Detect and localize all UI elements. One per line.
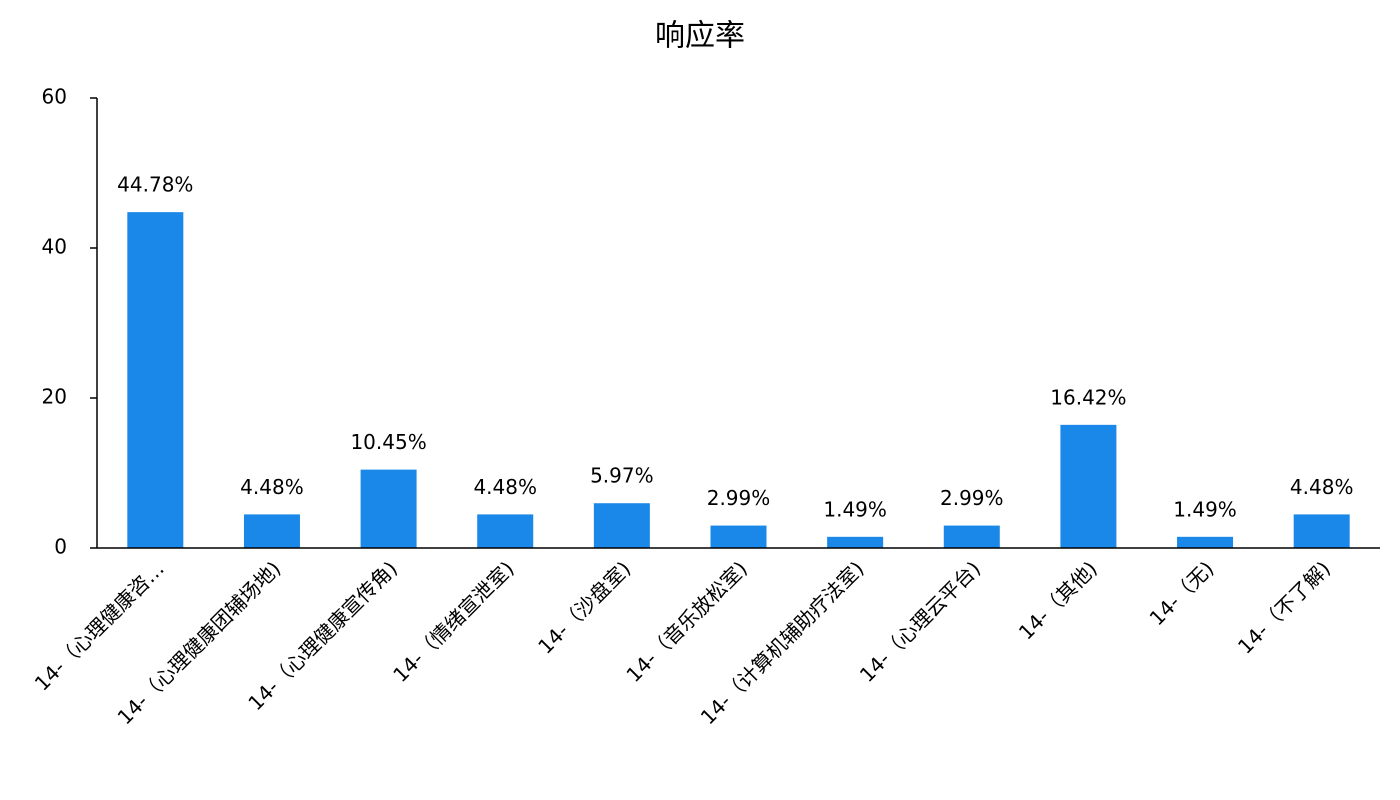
value-label: 44.78% [117, 173, 193, 197]
value-label: 5.97% [590, 464, 654, 488]
x-tick-label: 14-（情绪宣泄室) [388, 556, 518, 686]
value-label: 2.99% [707, 486, 771, 510]
bar [127, 212, 184, 548]
bar [593, 503, 650, 548]
x-tick-label: 14-（音乐放松室) [621, 556, 751, 686]
value-label: 4.48% [240, 475, 304, 499]
value-label: 4.48% [1290, 475, 1354, 499]
value-label: 2.99% [940, 486, 1004, 510]
bar [710, 525, 767, 548]
bar [1293, 514, 1350, 548]
bar [360, 469, 417, 548]
x-tick-label: 14-（不了解) [1233, 556, 1335, 658]
x-tick-label: 14-（心理健康咨… [30, 556, 169, 695]
chart-title: 响应率 [655, 19, 745, 54]
value-label: 10.45% [350, 430, 426, 454]
y-tick-label: 20 [42, 385, 67, 409]
y-tick-label: 40 [42, 235, 67, 259]
bar [477, 514, 534, 548]
y-tick-label: 0 [54, 535, 67, 559]
x-tick-label: 14-（其他) [1014, 556, 1102, 644]
y-tick-label: 60 [42, 85, 67, 109]
bar [243, 514, 300, 548]
bar [1177, 536, 1234, 548]
value-label: 1.49% [1173, 497, 1237, 521]
x-tick-label: 14-（心理云平台) [855, 556, 985, 686]
x-tick-label: 14-（无) [1145, 556, 1219, 630]
value-label: 1.49% [823, 497, 887, 521]
value-label: 4.48% [473, 475, 537, 499]
bar [827, 536, 884, 548]
x-tick-label: 14-（沙盘室) [533, 556, 635, 658]
value-label: 16.42% [1050, 385, 1126, 409]
bar [1060, 424, 1117, 548]
bar [943, 525, 1000, 548]
